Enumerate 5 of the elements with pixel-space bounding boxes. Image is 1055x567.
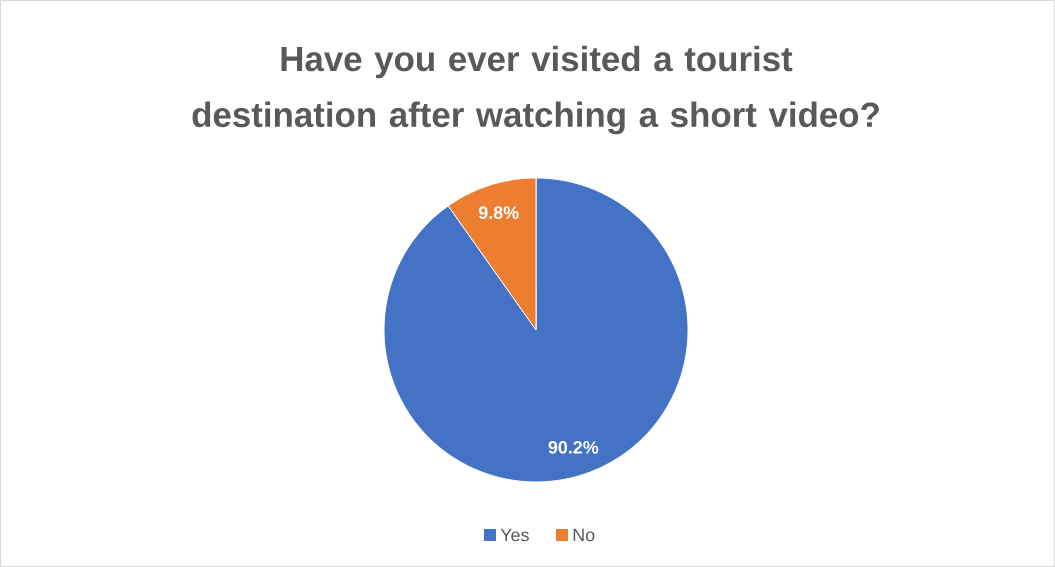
chart-title: Have you ever visited a tourist destination after watching a short video? bbox=[192, 45, 879, 135]
legend-label: No bbox=[573, 528, 595, 542]
data-label: 9.8% bbox=[478, 206, 519, 219]
legend-label: Yes bbox=[500, 528, 529, 542]
data-label: 90.2% bbox=[548, 440, 599, 454]
